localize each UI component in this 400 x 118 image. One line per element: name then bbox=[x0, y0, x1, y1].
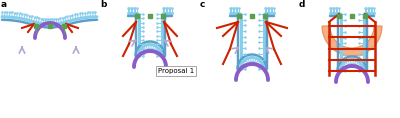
Text: a: a bbox=[1, 0, 7, 9]
Polygon shape bbox=[322, 26, 382, 56]
Text: d: d bbox=[299, 0, 305, 9]
Text: c: c bbox=[200, 0, 205, 9]
Text: b: b bbox=[100, 0, 106, 9]
Text: Proposal 1: Proposal 1 bbox=[158, 68, 194, 74]
